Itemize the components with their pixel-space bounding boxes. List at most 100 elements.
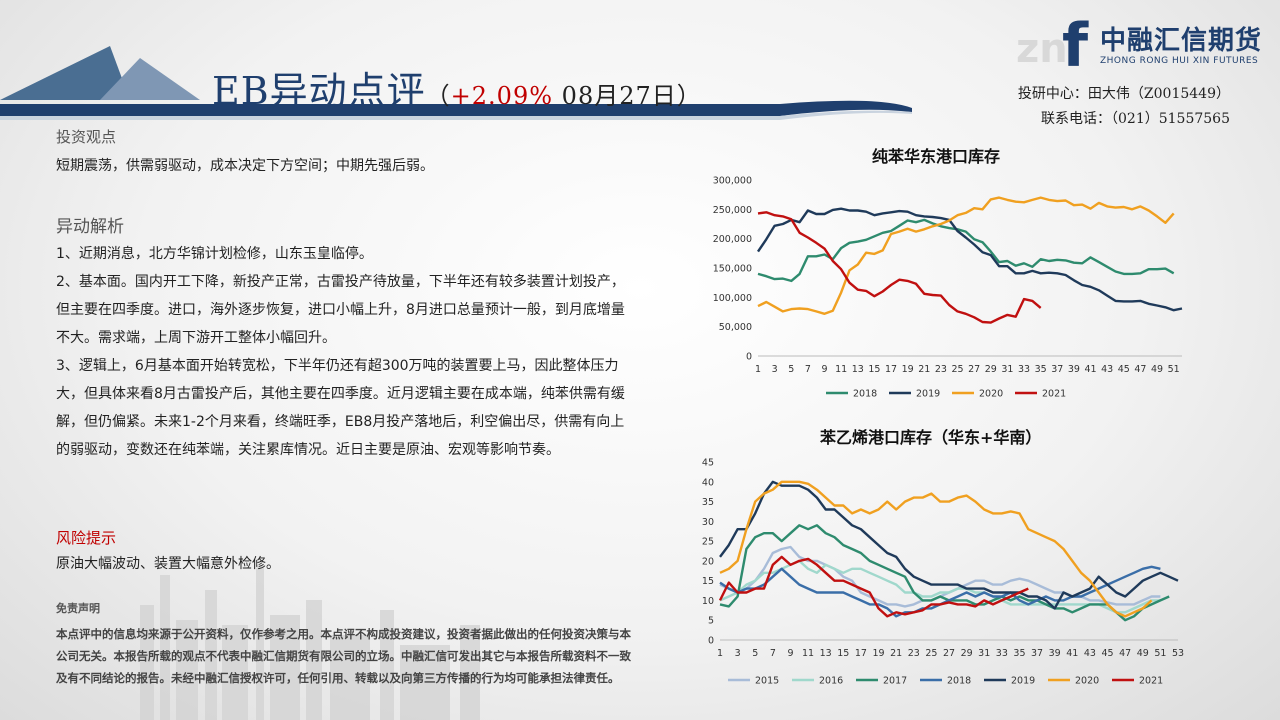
logo-f-icon: f: [1062, 16, 1089, 72]
risk-heading: 风险提示: [56, 529, 117, 547]
x-tick-label: 9: [821, 364, 827, 375]
y-tick-label: 5: [708, 616, 714, 627]
x-tick-label: 31: [978, 648, 990, 659]
x-tick-label: 17: [855, 648, 867, 659]
legend-label-2017: 2017: [883, 676, 907, 687]
x-tick-label: 27: [968, 364, 980, 375]
x-tick-label: 1: [717, 648, 723, 659]
chart2-title: 苯乙烯港口库存（华东+华南）: [820, 428, 1042, 447]
logo-company-name: 中融汇信期货: [1100, 26, 1263, 56]
logo-watermark: zn: [1016, 26, 1068, 72]
chart1-title: 纯苯华东港口库存: [872, 147, 1001, 166]
x-tick-label: 49: [1137, 648, 1149, 659]
analysis-point-1: 1、近期消息，北方华锦计划检修，山东玉皇临停。: [56, 246, 373, 262]
x-tick-label: 11: [835, 364, 847, 375]
analysis-point-3: 3、逻辑上，6月基本面开始转宽松，下半年仍还有超300万吨的装置要上马，因此整体…: [56, 358, 625, 458]
x-tick-label: 33: [996, 648, 1008, 659]
x-tick-label: 13: [852, 364, 864, 375]
y-tick-label: 15: [702, 576, 714, 587]
title-text: EB异动点评: [212, 69, 426, 113]
y-tick-label: 10: [702, 596, 714, 607]
legend-label-2015: 2015: [755, 676, 779, 687]
x-tick-label: 3: [735, 648, 741, 659]
y-tick-label: 40: [702, 477, 714, 488]
series-line-2020: [757, 196, 1175, 316]
legend-label-2019: 2019: [916, 389, 940, 400]
analysis-body: 1、近期消息，北方华锦计划检修，山东玉皇临停。 2、基本面。国内开工下降，新投产…: [56, 240, 631, 464]
series-line-2019: [757, 207, 1183, 312]
legend-label-2021: 2021: [1042, 389, 1066, 400]
disclaimer-text: 本点评中的信息均来源于公开资料，仅作参考之用。本点评不构成投资建议，投资者据此做…: [56, 627, 631, 685]
x-tick-label: 43: [1084, 648, 1096, 659]
x-tick-label: 13: [820, 648, 832, 659]
y-tick-label: 300,000: [713, 176, 752, 187]
price-change: +2.09%: [450, 82, 554, 110]
x-tick-label: 41: [1066, 648, 1078, 659]
chart-benzene-inventory: 0 50,000 100,000 150,000 200,000 250,000 300,0…: [713, 176, 1183, 400]
x-tick-label: 1: [755, 364, 761, 375]
x-tick-label: 43: [1101, 364, 1113, 375]
x-tick-label: 7: [805, 364, 811, 375]
series-line-2019: [719, 480, 1179, 610]
legend-label-2020: 2020: [1075, 676, 1099, 687]
header-swoosh: [0, 100, 912, 116]
x-tick-label: 33: [1018, 364, 1030, 375]
x-tick-label: 5: [752, 648, 758, 659]
series-line-2020: [719, 480, 1153, 618]
title-paren-open: （: [425, 82, 451, 110]
x-tick-label: 49: [1151, 364, 1163, 375]
skyline-watermark: [140, 565, 480, 720]
y-tick-label: 0: [708, 636, 714, 647]
x-tick-label: 53: [1172, 648, 1184, 659]
x-tick-label: 45: [1101, 648, 1113, 659]
series-line-2017: [719, 524, 1170, 622]
y-tick-label: 35: [702, 497, 714, 508]
contact-phone: 联系电话：（021）51557565: [1041, 111, 1230, 127]
x-tick-label: 9: [787, 648, 793, 659]
x-tick-label: 19: [902, 364, 914, 375]
x-tick-label: 51: [1154, 648, 1166, 659]
x-tick-label: 15: [837, 648, 849, 659]
header-banner: [0, 46, 912, 120]
x-tick-label: 35: [1013, 648, 1025, 659]
legend-label-2016: 2016: [819, 676, 843, 687]
logo-company-name-en: ZHONG RONG HUI XIN FUTURES: [1100, 56, 1259, 66]
x-tick-label: 45: [1118, 364, 1130, 375]
report-date: 08月27日: [561, 82, 677, 110]
x-tick-label: 41: [1085, 364, 1097, 375]
analysis-point-2: 2、基本面。国内开工下降，新投产正常，古雷投产待放量，下半年还有较多装置计划投产…: [56, 274, 625, 346]
legend-label-2020: 2020: [979, 389, 1003, 400]
analysis-heading: 异动解析: [56, 217, 124, 237]
x-tick-label: 31: [1001, 364, 1013, 375]
x-tick-label: 5: [788, 364, 794, 375]
x-tick-label: 3: [772, 364, 778, 375]
x-tick-label: 7: [770, 648, 776, 659]
x-tick-label: 37: [1031, 648, 1043, 659]
y-tick-label: 45: [702, 458, 714, 469]
x-tick-label: 25: [925, 648, 937, 659]
legend-label-2018: 2018: [853, 389, 877, 400]
y-tick-label: 25: [702, 537, 714, 548]
y-tick-label: 0: [746, 352, 752, 363]
view-heading: 投资观点: [56, 128, 117, 146]
y-tick-label: 100,000: [713, 293, 752, 304]
x-tick-label: 27: [943, 648, 955, 659]
y-tick-label: 30: [702, 517, 714, 528]
header-swoosh-shadow: [0, 110, 912, 120]
contact-info: 投研中心：田大伟（Z0015449） 联系电话：（021）51557565: [1018, 82, 1230, 132]
view-text: 短期震荡，供需弱驱动，成本决定下方空间；中期先强后弱。: [56, 158, 434, 174]
x-tick-label: 39: [1049, 648, 1061, 659]
legend-label-2019: 2019: [1011, 676, 1035, 687]
x-tick-label: 17: [885, 364, 897, 375]
x-tick-label: 29: [985, 364, 997, 375]
header-triangle-large: [0, 46, 130, 100]
x-tick-label: 19: [872, 648, 884, 659]
x-tick-label: 21: [918, 364, 930, 375]
x-tick-label: 37: [1051, 364, 1063, 375]
contact-analyst: 投研中心：田大伟（Z0015449）: [1017, 86, 1230, 102]
series-line-2018: [757, 218, 1175, 283]
company-logo: zn f: [1016, 16, 1089, 72]
header-triangle-small: [100, 58, 200, 100]
y-tick-label: 20: [702, 556, 714, 567]
